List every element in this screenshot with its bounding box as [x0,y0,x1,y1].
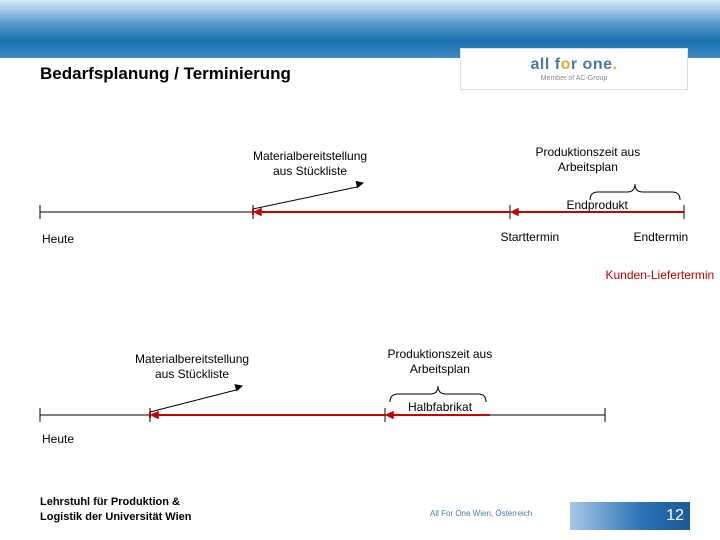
d1-endprodukt-label: Endprodukt [567,198,628,214]
d1-kunden-label: Kunden-Liefertermin [606,268,715,284]
d2-material-label: Materialbereitstellungaus Stückliste [135,352,249,383]
footer-institution: Lehrstuhl für Produktion &Logistik der U… [40,495,192,524]
d2-production-label: Produktionszeit ausArbeitsplan [388,347,493,378]
d1-heute-label: Heute [42,232,74,248]
logo-subtitle: Member of AC-Group [541,75,608,82]
d1-endtermin-label: Endtermin [634,230,689,246]
logo: all for one. Member of AC-Group [460,48,688,90]
d1-starttermin-label: Starttermin [501,230,560,246]
d2-heute-label: Heute [42,432,74,448]
page-number: 12 [666,507,684,525]
footer-company: All For One Wien, Österreich [430,509,532,518]
logo-text: all for one. [531,56,618,74]
d2-halbfabrikat-label: Halbfabrikat [408,400,472,416]
d1-material-label: Materialbereitstellungaus Stückliste [253,149,367,180]
d1-production-label: Produktionszeit ausArbeitsplan [536,145,641,176]
page-title: Bedarfsplanung / Terminierung [40,64,291,84]
